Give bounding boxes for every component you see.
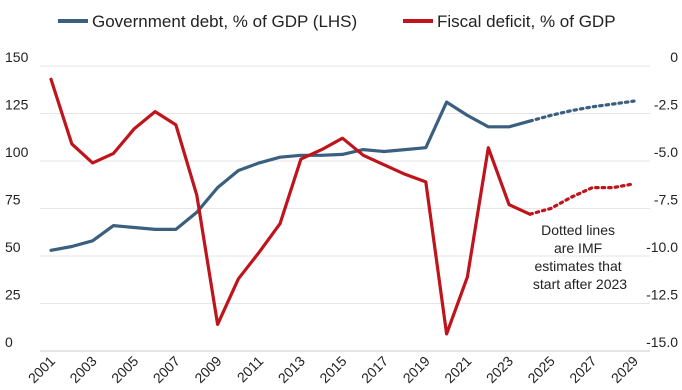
left-tick-label: 75 <box>5 192 21 208</box>
x-tick-label: 2027 <box>566 353 599 386</box>
x-tick-label: 2019 <box>400 353 433 386</box>
left-tick-label: 150 <box>5 49 29 65</box>
right-tick-label: -2.5 <box>654 97 678 113</box>
annotation-line-1: Dotted lines <box>541 222 615 238</box>
right-tick-label: 0 <box>670 49 678 65</box>
legend: Government debt, % of GDP (LHS) Fiscal d… <box>58 12 616 31</box>
left-axis-ticks: 150 125 100 75 50 25 0 <box>5 49 29 350</box>
series-deficit <box>49 77 636 336</box>
x-tick-label: 2001 <box>25 353 58 386</box>
annotation-line-4: start after 2023 <box>533 276 627 292</box>
left-tick-label: 100 <box>5 144 29 160</box>
annotation-line-2: are IMF <box>554 240 602 256</box>
x-tick-label: 2021 <box>441 353 474 386</box>
x-tick-label: 2005 <box>108 353 141 386</box>
series-debt <box>49 99 636 252</box>
legend-label-deficit: Fiscal deficit, % of GDP <box>437 12 616 31</box>
x-tick-label: 2023 <box>483 353 516 386</box>
series-line-deficit <box>49 77 532 336</box>
right-tick-label: -10.0 <box>646 239 678 255</box>
legend-item-deficit: Fiscal deficit, % of GDP <box>403 12 616 31</box>
right-tick-label: -5.0 <box>654 144 678 160</box>
left-tick-label: 125 <box>5 97 29 113</box>
x-tick-label: 2013 <box>275 353 308 386</box>
x-tick-label: 2015 <box>316 353 349 386</box>
series-layer <box>49 77 636 336</box>
right-tick-label: -15.0 <box>646 334 678 350</box>
annotation: Dotted lines are IMF estimates that star… <box>533 222 627 292</box>
x-tick-label: 2009 <box>191 353 224 386</box>
legend-label-debt: Government debt, % of GDP (LHS) <box>92 12 357 31</box>
left-tick-label: 25 <box>5 287 21 303</box>
x-axis-ticks: 2001 2003 2005 2007 2009 2011 2013 2015 2017 2019… <box>25 353 641 386</box>
right-tick-label: -12.5 <box>646 287 678 303</box>
left-tick-label: 50 <box>5 239 21 255</box>
right-tick-label: -7.5 <box>654 192 678 208</box>
right-axis-ticks: 0 -2.5 -5.0 -7.5 -10.0 -12.5 -15.0 <box>646 49 678 350</box>
legend-item-debt: Government debt, % of GDP (LHS) <box>58 12 357 31</box>
x-tick-label: 2029 <box>608 353 641 386</box>
left-tick-label: 0 <box>5 334 13 350</box>
series-estimate-debt <box>528 99 636 123</box>
series-estimate-deficit <box>528 182 636 216</box>
series-line-debt <box>49 100 532 252</box>
annotation-line-3: estimates that <box>534 258 621 274</box>
gridlines <box>40 65 650 352</box>
x-tick-label: 2025 <box>524 353 557 386</box>
x-tick-label: 2003 <box>66 353 99 386</box>
x-tick-label: 2017 <box>358 353 391 386</box>
x-tick-label: 2011 <box>234 353 267 386</box>
x-tick-label: 2007 <box>150 353 183 386</box>
